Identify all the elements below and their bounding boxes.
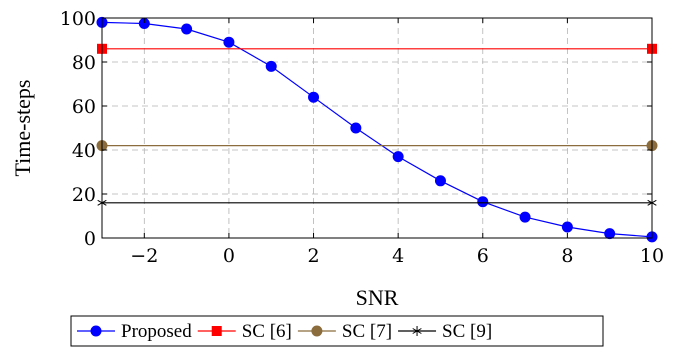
legend-item: SC [9] [398,321,492,342]
x-tick-label: 2 [307,245,319,267]
data-point [350,122,362,134]
data-point [604,228,616,240]
x-tick-label: 10 [640,245,664,267]
y-tick-label: 100 [60,8,96,30]
data-point [223,36,235,48]
legend-swatch-marker [90,325,102,337]
x-tick-label: 0 [223,245,235,267]
y-tick-label: 0 [84,228,96,250]
legend-item: SC [7] [297,321,392,342]
legend-item: Proposed [77,321,192,342]
data-point [181,23,193,35]
y-tick-label: 80 [72,52,96,74]
y-tick-label: 60 [72,96,96,118]
data-point [392,151,404,163]
data-point [561,221,573,233]
x-tick-label: −2 [130,245,158,267]
data-point [519,211,531,223]
series-1 [96,16,658,243]
legend-label: SC [6] [242,321,292,342]
ticks [102,17,653,239]
legend-label: Proposed [121,321,192,342]
data-point [265,60,277,72]
x-tick-label: 4 [392,245,404,267]
data-point [308,91,320,103]
y-axis-title: Time-steps [10,80,35,177]
legend-box [70,315,604,347]
data-point [477,196,489,208]
legend: Proposed SC [6] SC [7] SC [9] [70,315,604,347]
legend-swatch-marker [412,326,422,336]
plot-frame [101,17,653,239]
legend-swatch-marker [311,325,323,337]
x-axis-title: SNR [356,285,399,310]
y-tick-label: 40 [72,140,96,162]
y-tick-label: 20 [72,184,96,206]
x-tick-label: 8 [561,245,573,267]
data-point [434,175,446,187]
series-line [101,21,653,238]
legend-item: SC [6] [197,321,292,342]
legend-label: SC [9] [442,321,492,342]
x-tick-label: 6 [477,245,489,267]
legend-swatch-marker [211,326,222,336]
legend-label: SC [7] [342,321,392,342]
